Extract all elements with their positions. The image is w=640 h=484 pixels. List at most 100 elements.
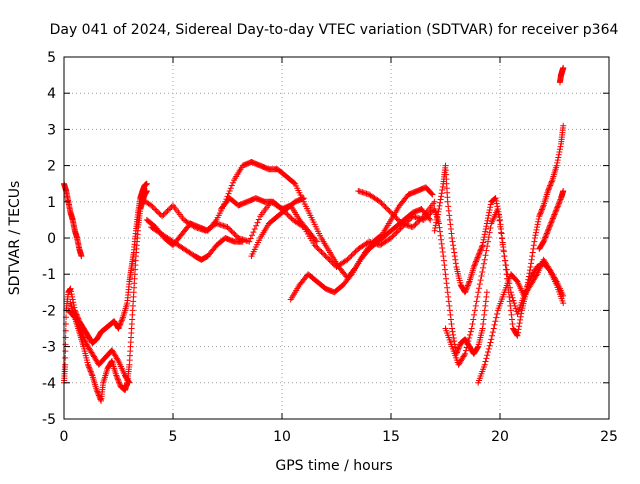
data-point — [440, 253, 447, 260]
data-point — [548, 219, 555, 226]
data-point — [86, 364, 93, 371]
data-point — [557, 143, 564, 150]
data-point — [477, 277, 484, 284]
data-point — [445, 203, 452, 210]
data-point — [451, 338, 458, 345]
data-point — [250, 229, 257, 236]
data-point — [394, 216, 401, 223]
data-point — [117, 320, 124, 327]
series-track-i — [248, 195, 307, 260]
data-point — [560, 300, 567, 307]
y-tick-label: -2 — [42, 303, 56, 319]
data-point — [549, 216, 556, 223]
data-point — [444, 284, 451, 291]
data-point — [464, 341, 471, 348]
data-point — [87, 368, 94, 375]
data-point — [469, 320, 476, 327]
data-point — [487, 201, 494, 208]
data-point — [87, 367, 94, 374]
data-point — [507, 307, 514, 314]
data-point — [508, 292, 515, 299]
series-track-b — [61, 180, 150, 386]
data-point — [474, 254, 481, 261]
data-point — [489, 332, 496, 339]
data-point — [560, 187, 567, 194]
data-point — [467, 328, 474, 335]
data-point — [313, 238, 320, 245]
data-point — [467, 331, 474, 338]
series-track-j — [287, 206, 434, 303]
y-tick-label: -3 — [42, 340, 56, 356]
data-point — [542, 233, 549, 240]
data-point — [560, 64, 567, 71]
data-point — [429, 191, 436, 198]
data-point — [489, 329, 496, 336]
data-point — [352, 248, 359, 255]
data-point — [503, 266, 510, 273]
data-point — [463, 344, 470, 351]
data-point — [482, 358, 489, 365]
data-point — [471, 307, 478, 314]
data-point — [554, 157, 561, 164]
data-point — [484, 243, 491, 250]
data-point — [432, 222, 439, 229]
y-tick-label: -1 — [42, 267, 56, 283]
data-point — [228, 228, 235, 235]
data-point — [442, 271, 449, 278]
data-point — [318, 249, 325, 256]
data-point — [445, 298, 452, 305]
x-tick-label: 0 — [60, 429, 69, 445]
data-point — [445, 293, 452, 300]
data-point — [466, 335, 473, 342]
data-point — [479, 242, 486, 249]
data-point — [486, 206, 493, 213]
data-point — [477, 246, 484, 253]
data-point — [546, 223, 553, 230]
data-point — [428, 208, 435, 215]
data-point — [126, 379, 133, 386]
data-point — [483, 247, 490, 254]
y-tick-label: 4 — [47, 86, 56, 102]
data-point — [435, 208, 442, 215]
data-point — [319, 250, 326, 257]
data-point — [434, 211, 441, 218]
data-point — [438, 240, 445, 247]
data-point — [498, 229, 505, 236]
data-point — [456, 344, 463, 351]
y-tick-label: -5 — [42, 412, 56, 428]
data-point — [437, 199, 444, 206]
data-point — [441, 266, 448, 273]
data-point — [495, 211, 502, 218]
data-point — [476, 285, 483, 292]
data-point — [438, 236, 445, 243]
data-point — [485, 349, 492, 356]
data-point — [514, 329, 521, 336]
data-point — [239, 238, 246, 245]
data-point — [485, 215, 492, 222]
data-point — [530, 245, 537, 252]
x-tick-label: 5 — [169, 429, 178, 445]
data-point — [552, 210, 559, 217]
data-point — [474, 344, 481, 351]
data-point — [463, 285, 470, 292]
data-point — [485, 345, 492, 352]
series-track-g — [148, 224, 246, 263]
data-point — [116, 380, 123, 387]
data-point — [86, 365, 93, 372]
data-point — [480, 320, 487, 327]
data-point — [163, 209, 170, 216]
data-point — [388, 209, 394, 216]
data-point — [543, 230, 550, 237]
data-point — [249, 232, 256, 239]
data-point — [477, 247, 484, 254]
data-point — [447, 221, 454, 228]
data-point — [479, 243, 486, 250]
data-point — [438, 190, 445, 197]
data-point — [397, 225, 404, 232]
data-point — [149, 203, 156, 210]
data-point — [511, 302, 518, 309]
data-point — [347, 272, 354, 279]
data-point — [478, 244, 485, 251]
data-point — [419, 214, 426, 221]
data-point — [325, 255, 332, 262]
